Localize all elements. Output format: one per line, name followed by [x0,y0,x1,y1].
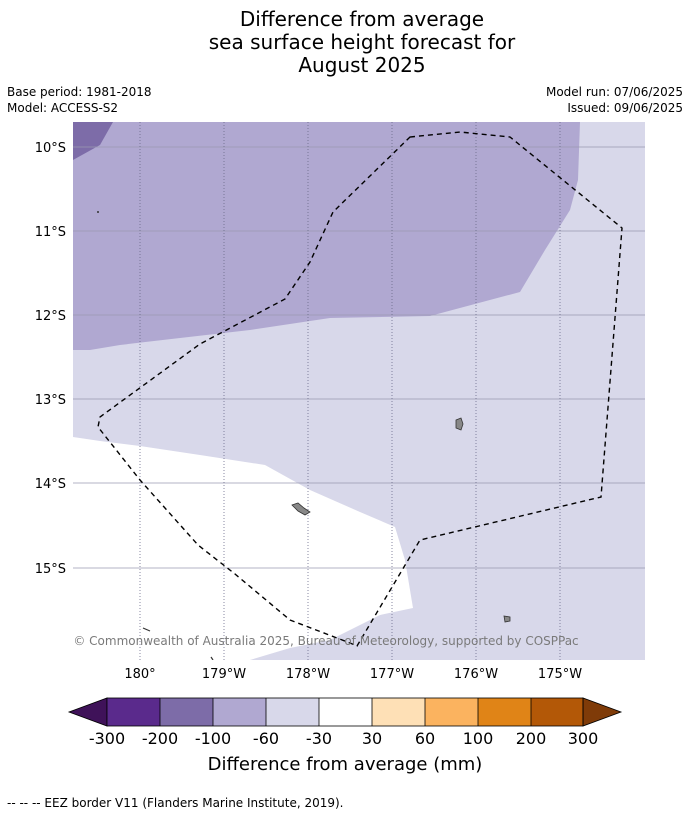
lon-label: 180° [124,667,155,682]
lat-label: 13°S [35,393,66,408]
colorbar-tick: -60 [253,729,279,748]
island-northwest [97,211,99,213]
lon-label: 179°W [202,667,246,682]
colorbar-swatch [372,698,425,726]
colorbar-extend-high [582,697,623,727]
reef-south [210,656,214,660]
lon-label: 177°W [370,667,414,682]
anomaly-band-minus200-minus100 [73,122,113,160]
lat-label: 15°S [35,562,66,577]
colorbar-tick: 30 [362,729,382,748]
issued-date: Issued: 09/06/2025 [567,101,683,115]
colorbar: -300 -200 -100 -60 -30 30 60 100 200 300… [67,697,623,775]
lat-label: 11°S [35,225,66,240]
lat-label: 12°S [35,309,66,324]
latitude-labels: 10°S 11°S 12°S 13°S 14°S 15°S [35,141,66,577]
lon-label: 178°W [286,667,330,682]
chart-title: Difference from average sea surface heig… [0,8,690,77]
colorbar-swatch [531,698,583,726]
model-run: Model run: 07/06/2025 [545,85,683,99]
title-line-2: sea surface height forecast for [208,30,516,54]
colorbar-swatch [107,698,160,726]
colorbar-tick: -30 [306,729,332,748]
island-east [455,417,464,431]
model-name: Model: ACCESS-S2 [7,101,119,115]
eez-legend-footnote: -- -- -- EEZ border V11 (Flanders Marine… [7,796,344,810]
title-line-3: August 2025 [298,53,426,77]
lon-label: 176°W [454,667,498,682]
lon-label: 175°W [538,667,582,682]
map-area: © Commonwealth of Australia 2025, Bureau… [73,122,645,660]
title-line-1: Difference from average [239,7,485,31]
lat-label: 10°S [35,141,66,156]
colorbar-swatch [266,698,319,726]
colorbar-swatch [319,698,372,726]
colorbar-swatch [425,698,478,726]
anomaly-band-minus30-30 [73,437,413,660]
colorbar-tick: 300 [568,729,599,748]
reef-southwest [142,627,151,632]
anomaly-band-minus100-minus60 [73,122,580,350]
colorbar-tick: 60 [415,729,435,748]
colorbar-tick: -100 [195,729,231,748]
island-center [291,502,311,516]
island-southeast [503,615,511,623]
colorbar-tick: -200 [142,729,178,748]
meta-right: Model run: 07/06/2025 Issued: 09/06/2025 [546,84,683,116]
colorbar-tick: 100 [463,729,494,748]
colorbar-swatch [478,698,531,726]
graticule [73,122,645,660]
colorbar-swatch [213,698,266,726]
base-period: Base period: 1981-2018 [7,85,152,99]
longitude-labels: 180° 179°W 178°W 177°W 176°W 175°W [124,667,582,682]
copyright-text: © Commonwealth of Australia 2025, Bureau… [73,634,578,648]
meta-left: Base period: 1981-2018 Model: ACCESS-S2 [7,84,152,116]
colorbar-swatch [160,698,213,726]
colorbar-extend-low [67,697,108,727]
colorbar-label: Difference from average (mm) [208,754,483,775]
eez-border [97,131,623,647]
colorbar-tick: -300 [89,729,125,748]
colorbar-ticks: -300 -200 -100 -60 -30 30 60 100 200 300 [89,729,598,748]
lat-label: 14°S [35,477,66,492]
colorbar-tick: 200 [516,729,547,748]
